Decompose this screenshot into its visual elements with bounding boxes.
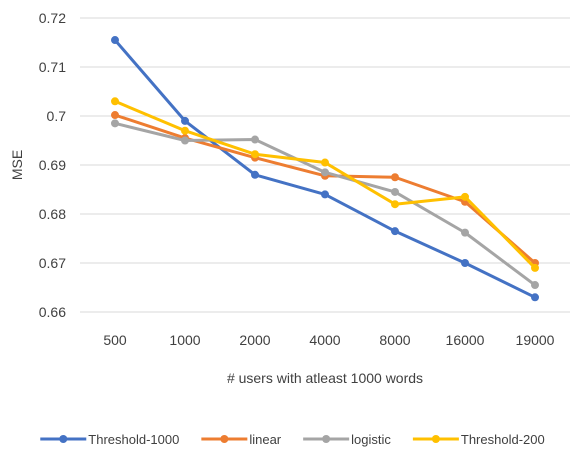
legend-label: logistic [351,432,391,447]
legend-label: Threshold-200 [461,432,545,447]
series-linear [111,111,539,267]
y-tick-label: 0.67 [39,255,66,271]
data-point [111,111,119,120]
legend-label: Threshold-1000 [88,432,179,447]
x-axis-title: # users with atleast 1000 words [227,370,423,386]
legend-swatch-marker [431,435,440,443]
legend-item: logistic [303,432,391,447]
data-point [111,119,119,128]
y-tick-label: 0.71 [39,59,66,75]
data-point [531,281,539,290]
data-point [461,228,469,237]
data-point [531,263,539,272]
legend-label: linear [249,432,281,447]
series-logistic [111,119,539,290]
data-point [251,150,259,159]
y-tick-label: 0.66 [39,304,66,320]
x-tick-label: 1000 [169,332,200,348]
y-tick-label: 0.7 [47,108,67,124]
y-tick-label: 0.68 [39,206,66,222]
legend-item: Threshold-200 [412,432,545,447]
data-point [391,227,399,236]
data-point [181,136,189,145]
data-point [531,293,539,302]
legend-swatch-marker [220,435,229,443]
data-point [181,126,189,135]
x-tick-label: 16000 [446,332,485,348]
data-point [391,200,399,209]
y-tick-label: 0.72 [39,10,66,26]
x-tick-label: 500 [103,332,127,348]
data-point [111,36,119,45]
data-point [321,158,329,167]
x-tick-label: 19000 [516,332,555,348]
data-point [321,190,329,199]
data-point [111,97,119,106]
legend-swatch-marker [59,435,68,443]
data-point [321,168,329,177]
legend-swatch-marker [322,435,331,443]
legend: Threshold-1000 linear logistic Threshold-20… [40,432,545,447]
data-point [251,135,259,144]
x-axis-tick-labels: 500 1000 2000 4000 8000 16000 19000 [103,332,554,348]
series-threshold-1000 [111,36,539,302]
y-tick-label: 0.69 [39,157,66,173]
x-tick-label: 2000 [239,332,270,348]
series-line [113,99,537,270]
legend-item: linear [201,432,282,447]
data-point [391,173,399,182]
legend-item: Threshold-1000 [40,432,179,447]
data-point [391,187,399,196]
gridlines [80,17,570,313]
y-axis-tick-labels: 0.66 0.67 0.68 0.69 0.7 0.71 0.72 [39,10,66,320]
series-lines [111,36,539,302]
data-point [181,116,189,125]
x-tick-label: 4000 [309,332,340,348]
series-line [113,113,537,265]
data-point [461,259,469,267]
data-point [251,170,259,179]
x-tick-label: 8000 [379,332,410,348]
series-threshold-200 [111,97,539,272]
y-axis-title: MSE [9,150,25,180]
data-point [461,192,469,201]
